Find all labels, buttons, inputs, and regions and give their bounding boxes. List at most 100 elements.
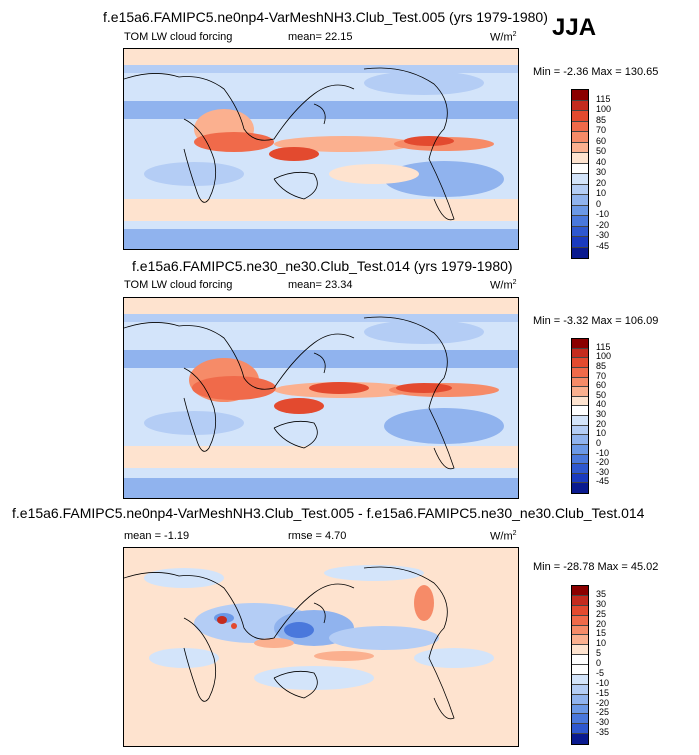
panel3-minmax: Min = -28.78 Max = 45.02: [533, 561, 659, 573]
colorbar-tick-label: -45: [596, 476, 610, 487]
colorbar-tick-label: 20: [596, 618, 607, 629]
colorbar-swatch: [572, 586, 588, 596]
panel1-title: f.e15a6.FAMIPC5.ne0np4-VarMeshNH3.Club_T…: [103, 9, 548, 25]
colorbar-tick-label: -25: [596, 707, 610, 718]
colorbar-swatch: [572, 90, 588, 101]
colorbar-swatch: [572, 377, 588, 388]
colorbar-swatch: [572, 665, 588, 675]
colorbar-tick-label: 20: [596, 418, 607, 429]
colorbar-swatch: [572, 605, 588, 616]
colorbar-tick-label: -35: [596, 727, 610, 738]
panel2-colorbar: [571, 338, 589, 494]
colorbar-tick-label: -10: [596, 447, 610, 458]
panel2-title: f.e15a6.FAMIPC5.ne30_ne30.Club_Test.014 …: [132, 258, 513, 274]
colorbar-tick-label: -30: [596, 466, 610, 477]
colorbar-swatch: [572, 339, 588, 349]
colorbar-tick-label: -20: [596, 457, 610, 468]
colorbar-swatch: [572, 435, 588, 445]
colorbar-swatch: [572, 615, 588, 626]
colorbar-swatch: [572, 247, 588, 258]
panel3-units: W/m2: [490, 530, 517, 543]
panel3-mean-label: mean = -1.19: [124, 530, 190, 542]
colorbar-tick-label: 40: [596, 156, 607, 167]
colorbar-swatch: [572, 734, 588, 744]
colorbar-swatch: [572, 348, 588, 359]
panel1-colorbar: [571, 89, 589, 259]
colorbar-tick-label: 35: [596, 588, 607, 599]
colorbar-swatch: [572, 132, 588, 143]
colorbar-swatch: [572, 674, 588, 685]
colorbar-tick-label: 85: [596, 114, 607, 125]
panel1-variable-label: TOM LW cloud forcing: [124, 31, 233, 43]
colorbar-swatch: [572, 704, 588, 715]
colorbar-swatch: [572, 396, 588, 407]
colorbar-swatch: [572, 121, 588, 132]
colorbar-swatch: [572, 425, 588, 436]
panel3-rmse-label: rmse = 4.70: [288, 530, 347, 542]
colorbar-swatch: [572, 174, 588, 185]
colorbar-tick-label: 100: [596, 351, 612, 362]
colorbar-swatch: [572, 216, 588, 227]
colorbar-swatch: [572, 444, 588, 455]
colorbar-tick-label: 70: [596, 370, 607, 381]
colorbar-tick-label: 40: [596, 399, 607, 410]
colorbar-tick-label: -10: [596, 677, 610, 688]
colorbar-swatch: [572, 205, 588, 216]
colorbar-swatch: [572, 595, 588, 606]
colorbar-swatch: [572, 714, 588, 725]
colorbar-swatch: [572, 226, 588, 237]
colorbar-tick-label: -45: [596, 240, 610, 251]
panel2-mean-label: mean= 23.34: [288, 279, 353, 291]
colorbar-tick-label: 85: [596, 360, 607, 371]
colorbar-swatch: [572, 406, 588, 416]
panel2-units: W/m2: [490, 279, 517, 292]
colorbar-tick-label: -10: [596, 209, 610, 219]
colorbar-swatch: [572, 387, 588, 397]
colorbar-tick-label: -20: [596, 697, 610, 708]
colorbar-swatch: [572, 111, 588, 122]
colorbar-tick-label: -30: [596, 230, 610, 240]
colorbar-tick-label: 0: [596, 198, 602, 209]
colorbar-swatch: [572, 237, 588, 248]
colorbar-tick-label: 10: [596, 428, 607, 439]
colorbar-swatch: [572, 655, 588, 665]
colorbar-swatch: [572, 195, 588, 206]
panel2-map: [123, 297, 519, 499]
colorbar-swatch: [572, 367, 588, 378]
colorbar-tick-label: 70: [596, 125, 607, 135]
colorbar-tick-label: 100: [596, 104, 612, 114]
colorbar-tick-label: 20: [596, 177, 607, 188]
colorbar-tick-label: 30: [596, 167, 607, 177]
panel1-map: [123, 48, 519, 250]
colorbar-swatch: [572, 645, 588, 656]
panel3-colorbar: [571, 585, 589, 745]
colorbar-swatch: [572, 635, 588, 646]
colorbar-swatch: [572, 473, 588, 484]
colorbar-tick-label: 115: [596, 341, 611, 352]
colorbar-tick-label: 0: [596, 658, 602, 668]
colorbar-tick-label: -15: [596, 687, 610, 698]
colorbar-swatch: [572, 483, 588, 493]
colorbar-swatch: [572, 163, 588, 174]
colorbar-tick-label: 30: [596, 409, 607, 419]
panel3-title: f.e15a6.FAMIPC5.ne0np4-VarMeshNH3.Club_T…: [12, 505, 645, 521]
colorbar-swatch: [572, 416, 588, 426]
colorbar-tick-label: -20: [596, 219, 610, 230]
colorbar-tick-label: 10: [596, 638, 607, 649]
colorbar-swatch: [572, 625, 588, 636]
colorbar-swatch: [572, 142, 588, 153]
colorbar-tick-label: -5: [596, 667, 605, 678]
colorbar-tick-label: 115: [596, 93, 611, 104]
colorbar-swatch: [572, 694, 588, 705]
colorbar-swatch: [572, 464, 588, 474]
colorbar-tick-label: -30: [596, 717, 610, 728]
panel1-units: W/m2: [490, 31, 517, 44]
colorbar-tick-label: 60: [596, 135, 607, 146]
colorbar-tick-label: 50: [596, 146, 607, 156]
colorbar-tick-label: 5: [596, 648, 602, 659]
colorbar-tick-label: 50: [596, 389, 607, 400]
panel1-minmax: Min = -2.36 Max = 130.65: [533, 66, 659, 78]
colorbar-tick-label: 60: [596, 380, 607, 391]
panel3-map: [123, 547, 519, 747]
colorbar-tick-label: 30: [596, 598, 607, 609]
